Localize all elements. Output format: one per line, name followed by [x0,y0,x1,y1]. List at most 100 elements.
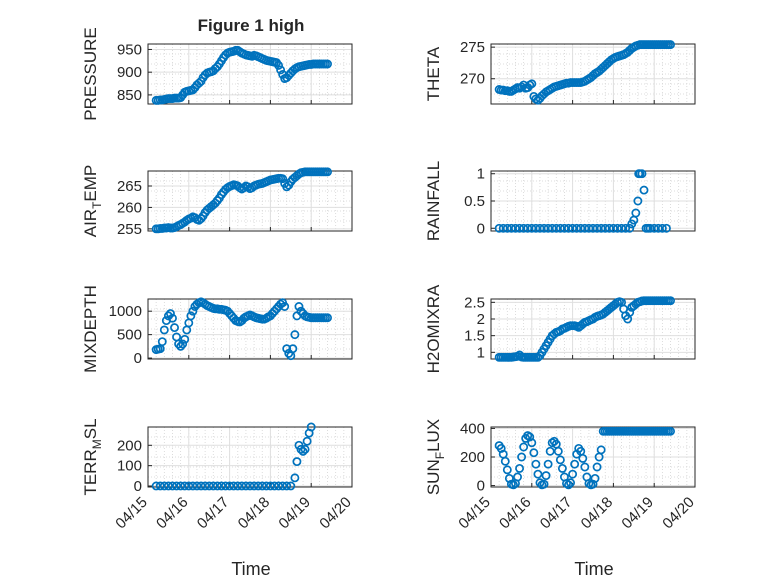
y-tick-label: 1.5 [464,328,485,345]
data-point [596,445,606,455]
data-point [541,471,551,481]
y-axis-label-part: LUX [424,419,443,452]
y-axis-label: H2OMIXRA [424,284,443,373]
data-point [584,223,594,233]
data-point [553,446,563,456]
data-point [155,481,165,491]
x-tick-label: 04/18 [578,494,617,533]
data-point [290,330,300,340]
data-point [539,479,549,489]
y-tick-label: 260 [117,199,142,216]
data-point [631,208,641,218]
data-point [174,339,184,349]
data-point [555,455,565,465]
axes-frame [147,170,353,232]
y-axis-label: MIXDEPTH [81,285,100,373]
data-point [666,426,675,436]
y-tick-label: 2.5 [464,294,485,311]
x-tick-label: 04/19 [618,494,657,533]
data-point [527,223,537,233]
y-axis-label-part: SL [81,418,100,439]
data-point [188,306,198,316]
data-point [596,223,606,233]
y-tick-label: 500 [117,327,142,344]
data-point [535,478,545,488]
data-point [196,481,206,491]
data-point [566,478,576,488]
data-point [592,223,602,233]
data-point [649,223,659,233]
data-point [261,481,271,491]
data-point [543,459,553,469]
data-point [570,459,580,469]
data-point [186,311,196,321]
data-point [323,59,332,69]
data-point [170,323,179,333]
data-point [188,481,198,491]
y-axis-label-subscript: T [90,201,104,209]
data-point [300,444,310,454]
data-point [523,223,533,233]
data-point [613,223,622,233]
data-point [576,223,586,233]
y-axis-label: RAINFALL [424,161,443,241]
x-tick-label: 04/15 [112,494,151,533]
x-axis-label-right: Time [574,559,613,579]
axes-frame [490,170,696,232]
x-tick-label: 04/19 [275,494,314,533]
y-axis-label-part: TERR [81,449,100,495]
axes-frame [490,298,696,360]
data-point [502,465,512,475]
data-point [245,481,255,491]
data-point [278,481,288,491]
data-point [151,481,161,491]
data-point [276,65,286,75]
y-tick-label: 200 [117,437,142,454]
y-axis-label-part: AIR [81,209,100,237]
data-point [237,481,247,491]
x-tick-label: 04/17 [194,494,233,533]
data-point [578,453,588,463]
data-point [253,481,263,491]
axes-frame [147,43,353,105]
data-point [172,481,182,491]
subplot-grid: 850 900 950 PRESSURE 270 275 THETA 255 260 265 AIR… [81,27,698,532]
data-point [617,223,627,233]
data-point [286,481,296,491]
data-point [296,444,306,454]
data-point [519,442,529,452]
data-point [539,223,549,233]
x-tick-label: 04/20 [659,494,698,533]
axes-frame [490,43,696,105]
data-point [661,223,671,233]
y-tick-label: 0 [134,350,142,367]
data-point [498,223,508,233]
y-tick-label: 900 [117,64,142,81]
data-point [229,481,239,491]
data-point [653,223,663,233]
data-point [249,481,259,491]
data-point [323,313,332,323]
data-point [600,223,610,233]
data-point [588,223,598,233]
data-point [494,223,504,233]
data-point [200,481,210,491]
data-point [270,481,279,491]
data-point [212,481,222,491]
data-point [159,325,169,335]
data-point [280,302,290,311]
data-point [294,302,304,311]
data-point [519,223,529,233]
data-point [551,223,561,233]
data-point [165,309,175,318]
data-point [564,223,573,233]
data-point [515,223,525,233]
y-tick-label: 400 [460,420,485,437]
axes-frame [147,298,353,360]
y-axis-label-part: SUN [424,459,443,495]
data-point [580,462,590,472]
y-axis-label: PRESSURE [81,27,100,121]
y-tick-label: 850 [117,87,142,104]
data-point [529,448,539,458]
data-point [265,481,275,491]
